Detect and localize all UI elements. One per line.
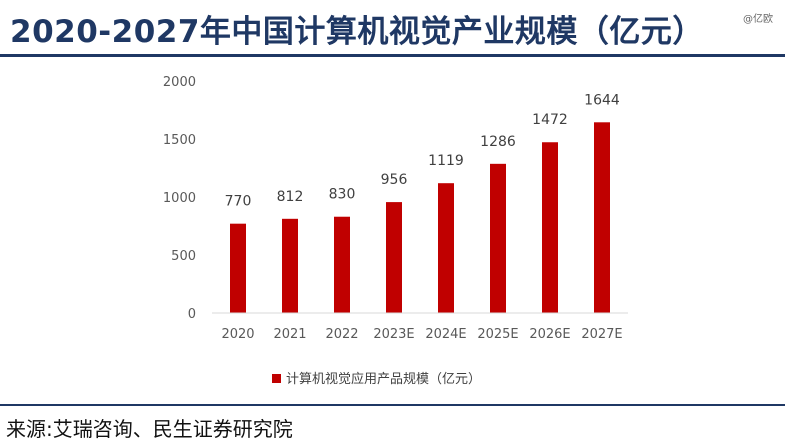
data-label: 830 bbox=[329, 187, 356, 203]
source-note: 来源:艾瑞咨询、民生证券研究院 bbox=[6, 417, 293, 441]
data-label: 1286 bbox=[480, 134, 516, 150]
bar bbox=[230, 223, 246, 313]
data-label: 770 bbox=[225, 194, 252, 210]
y-tick-label: 0 bbox=[188, 307, 196, 322]
y-tick-label: 1000 bbox=[163, 191, 196, 206]
page-title: 2020-2027年中国计算机视觉产业规模（亿元） bbox=[10, 14, 704, 50]
legend-label: 计算机视觉应用产品规模（亿元） bbox=[286, 371, 481, 387]
bar-chart: 0 500 1000 1500 2000 770 812 830 956 1119 1286 147… bbox=[163, 75, 628, 387]
y-tick-label: 2000 bbox=[163, 75, 196, 90]
data-label: 956 bbox=[381, 172, 408, 188]
data-label: 812 bbox=[277, 189, 304, 205]
data-label: 1472 bbox=[532, 112, 568, 128]
x-tick-label: 2023E bbox=[373, 327, 414, 342]
bar bbox=[542, 142, 558, 313]
y-tick-label: 1500 bbox=[163, 133, 196, 148]
bar bbox=[438, 183, 454, 313]
data-label: 1644 bbox=[584, 92, 620, 108]
bar bbox=[490, 163, 506, 313]
chart-legend: 计算机视觉应用产品规模（亿元） bbox=[272, 371, 481, 387]
x-axis: 2020 2021 2022 2023E 2024E 2025E 2026E 2027E bbox=[212, 312, 628, 342]
y-axis: 0 500 1000 1500 2000 bbox=[163, 75, 196, 322]
x-tick-label: 2027E bbox=[581, 327, 622, 342]
x-tick-label: 2026E bbox=[529, 327, 570, 342]
bar bbox=[334, 216, 350, 313]
x-tick-label: 2024E bbox=[425, 327, 466, 342]
footer-divider bbox=[0, 404, 785, 406]
legend-swatch bbox=[272, 374, 281, 383]
bar-series: 770 812 830 956 1119 1286 1472 1644 bbox=[225, 92, 620, 313]
watermark: @亿欧 bbox=[743, 14, 773, 25]
bar bbox=[386, 202, 402, 313]
bar bbox=[282, 218, 298, 313]
x-tick-label: 2021 bbox=[273, 327, 306, 342]
x-tick-label: 2020 bbox=[221, 327, 254, 342]
y-tick-label: 500 bbox=[171, 249, 196, 264]
bar bbox=[594, 122, 610, 313]
x-tick-label: 2025E bbox=[477, 327, 518, 342]
data-label: 1119 bbox=[428, 153, 464, 169]
title-divider bbox=[0, 54, 785, 57]
x-tick-label: 2022 bbox=[325, 327, 358, 342]
